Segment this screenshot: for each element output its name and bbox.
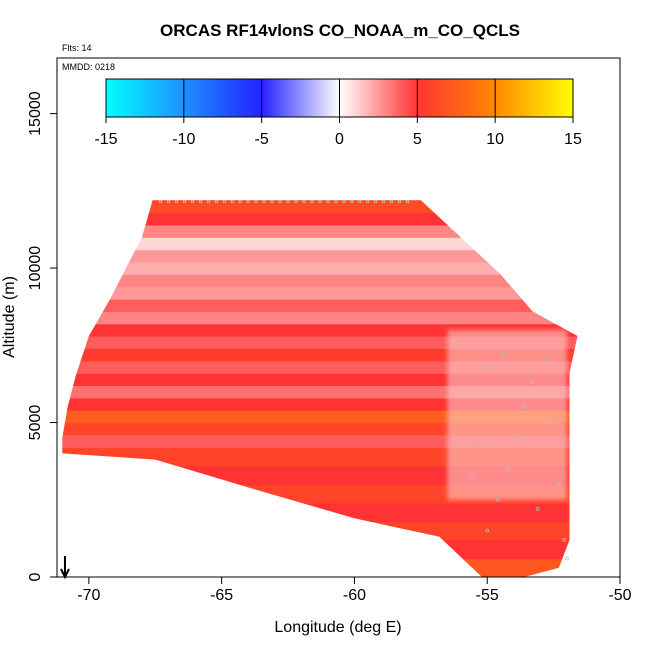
y-axis-label: Altitude (m) xyxy=(1,276,18,358)
track-point xyxy=(530,380,535,385)
track-point xyxy=(514,436,519,440)
track-point xyxy=(382,200,386,204)
heatmap-band xyxy=(62,200,578,214)
flight-direction-arrow xyxy=(60,556,70,580)
track-point xyxy=(390,200,394,204)
track-point xyxy=(549,420,553,425)
plot-frame xyxy=(56,57,621,578)
date-label: MMDD: 0218 xyxy=(62,62,115,72)
x-axis-label: Longitude (deg E) xyxy=(274,619,401,636)
heatmap-band xyxy=(62,274,578,288)
track-point xyxy=(246,200,250,204)
track-point xyxy=(190,200,194,204)
track-point xyxy=(318,200,322,204)
y-tick-label: 10000 xyxy=(27,246,44,291)
colorbar: -15 -10 -5 0 5 10 15 xyxy=(94,78,582,148)
track-point xyxy=(302,200,306,204)
flight-track-points xyxy=(159,200,569,561)
colorbar-tick-label: 0 xyxy=(335,131,344,148)
x-tick-label: -70 xyxy=(77,587,100,604)
track-point xyxy=(230,200,234,204)
flights-label: Flts: 14 xyxy=(62,43,92,53)
heatmap-field xyxy=(62,200,578,577)
x-tick-label: -55 xyxy=(476,587,499,604)
track-point xyxy=(366,200,370,204)
y-tick-label: 0 xyxy=(27,572,44,581)
heatmap-band xyxy=(62,286,578,300)
y-tick-label: 15000 xyxy=(27,91,44,136)
track-point xyxy=(564,556,569,561)
track-point xyxy=(477,442,482,447)
track-point xyxy=(166,200,171,204)
track-point xyxy=(254,200,258,204)
colorbar-ticks: -15 -10 -5 0 5 10 15 xyxy=(94,79,582,148)
colorbar-tick-label: 15 xyxy=(564,131,582,148)
track-point xyxy=(214,200,218,204)
track-point xyxy=(495,497,500,502)
track-point xyxy=(310,200,314,204)
track-point xyxy=(350,200,354,204)
track-point xyxy=(278,200,282,204)
y-axis: 0 5000 10000 15000 xyxy=(27,91,57,581)
track-point xyxy=(342,200,346,204)
heatmap-east-region xyxy=(447,329,567,500)
heatmap-band xyxy=(62,249,578,263)
track-point xyxy=(270,200,274,204)
track-point xyxy=(522,405,527,409)
colorbar-tick-label: 5 xyxy=(413,131,422,148)
track-point xyxy=(535,507,540,511)
track-point xyxy=(262,200,266,204)
colorbar-tick-label: -15 xyxy=(94,131,117,148)
track-point xyxy=(286,200,290,204)
track-point xyxy=(506,466,511,471)
heatmap-band xyxy=(62,539,578,560)
track-point xyxy=(198,200,202,204)
track-point xyxy=(543,358,548,363)
track-point xyxy=(405,200,410,204)
track-point xyxy=(358,200,362,204)
colorbar-tick-label: -10 xyxy=(172,131,195,148)
track-point xyxy=(562,538,567,542)
track-point xyxy=(334,200,338,204)
track-point xyxy=(174,200,179,204)
heatmap-band xyxy=(62,311,578,325)
track-point xyxy=(485,528,490,533)
chart-title: ORCAS RF14vlonS CO_NOAA_m_CO_QCLS xyxy=(160,21,520,40)
track-point xyxy=(469,473,474,477)
x-tick-label: -60 xyxy=(343,587,366,604)
track-point xyxy=(557,482,561,487)
heatmap-band xyxy=(62,298,578,312)
x-tick-label: -50 xyxy=(608,587,631,604)
y-tick-label: 5000 xyxy=(27,405,44,441)
track-point xyxy=(487,365,492,369)
track-point xyxy=(374,200,378,204)
track-point xyxy=(159,200,163,204)
track-point xyxy=(206,200,210,204)
heatmap-band xyxy=(62,237,578,251)
track-point xyxy=(182,200,187,204)
track-point xyxy=(398,200,402,204)
heatmap-band xyxy=(62,502,578,522)
heatmap-band xyxy=(62,521,578,541)
track-point xyxy=(326,200,330,204)
heatmap-band xyxy=(62,261,578,275)
heatmap-band xyxy=(62,212,578,226)
x-axis: -70 -65 -60 -55 -50 xyxy=(77,577,632,604)
track-point xyxy=(294,200,298,204)
track-point xyxy=(222,200,226,204)
colorbar-tick-label: -5 xyxy=(255,131,269,148)
colorbar-tick-label: 10 xyxy=(486,131,504,148)
heatmap-band xyxy=(62,224,578,238)
track-point xyxy=(501,352,506,357)
track-point xyxy=(238,200,242,204)
heatmap-band xyxy=(62,558,578,577)
x-tick-label: -65 xyxy=(210,587,233,604)
